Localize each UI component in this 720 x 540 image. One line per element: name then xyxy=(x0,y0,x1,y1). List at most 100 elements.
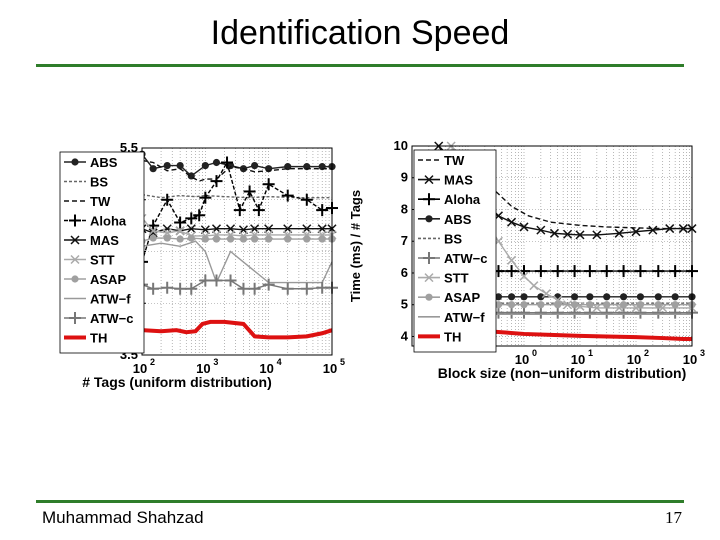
legend-label-asap: ASAP xyxy=(90,272,126,287)
data-point-asap xyxy=(586,301,594,309)
data-point-aloha xyxy=(161,193,174,206)
data-point-atw-c xyxy=(185,282,198,295)
series-line-th xyxy=(141,319,333,340)
data-point-aloha xyxy=(583,265,596,278)
data-point-atw-c xyxy=(600,306,613,319)
legend-label-stt: STT xyxy=(444,271,469,286)
data-point-asap xyxy=(619,301,628,309)
data-point-asap xyxy=(570,301,579,309)
data-point-mas xyxy=(519,222,529,232)
legend-marker-asap xyxy=(425,293,433,301)
data-point-asap xyxy=(239,235,248,243)
x-tick-exponent: 2 xyxy=(150,357,155,367)
x-tick-exponent: 1 xyxy=(588,348,593,358)
data-point-asap xyxy=(318,235,326,243)
data-point-atw-c xyxy=(161,281,174,294)
series-line-bs xyxy=(141,193,332,199)
data-point-atw-c xyxy=(224,274,237,287)
x-tick-label: 10 xyxy=(515,352,529,367)
data-point-asap xyxy=(201,235,209,243)
data-point-aloha xyxy=(505,265,518,278)
data-point-aloha xyxy=(600,265,613,278)
data-point-asap xyxy=(187,234,195,242)
legend-label-bs: BS xyxy=(444,231,462,246)
data-point-abs xyxy=(520,293,528,301)
legend-label-aloha: Aloha xyxy=(444,192,481,207)
data-point-asap xyxy=(265,235,273,243)
data-point-abs xyxy=(603,293,611,301)
legend-label-mas: MAS xyxy=(444,173,473,188)
data-point-mas xyxy=(631,227,641,237)
data-point-asap xyxy=(520,301,528,309)
footer-divider xyxy=(36,500,684,503)
y-tick-label: 9 xyxy=(401,170,408,185)
data-point-aloha xyxy=(210,175,223,188)
data-point-mas xyxy=(148,228,158,238)
data-point-aloha xyxy=(669,265,682,278)
x-tick-label: 10 xyxy=(133,361,147,376)
data-point-abs xyxy=(570,293,579,301)
data-point-abs xyxy=(507,293,516,301)
data-point-mas xyxy=(592,230,602,240)
legend-marker-mas xyxy=(70,235,80,245)
data-point-abs xyxy=(494,293,503,301)
data-point-aloha xyxy=(634,265,647,278)
data-point-atw-c xyxy=(505,306,518,319)
legend-marker-aloha xyxy=(423,193,435,206)
data-point-atw-c xyxy=(617,306,630,319)
data-point-asap xyxy=(226,235,235,243)
data-point-asap xyxy=(149,234,157,242)
data-point-stt xyxy=(148,226,158,236)
legend: ABS BS TW Aloha MAS STT ASAP ATW−f ATW−c TH xyxy=(59,151,145,354)
y-axis-label: Time (ms) / # Tags xyxy=(348,190,363,302)
data-point-asap xyxy=(303,235,311,243)
data-point-asap xyxy=(176,235,184,243)
data-point-atw-c xyxy=(300,282,313,295)
data-point-mas xyxy=(575,230,585,240)
legend-marker-atw-c xyxy=(423,252,435,264)
y-tick-label: 8 xyxy=(401,201,408,216)
data-point-aloha xyxy=(193,209,206,222)
data-point-asap xyxy=(671,301,679,309)
data-point-aloha xyxy=(252,204,265,217)
x-tick-label: 10 xyxy=(259,361,273,376)
data-point-atw-c xyxy=(199,274,212,287)
data-point-aloha xyxy=(221,156,234,169)
data-point-abs xyxy=(654,293,662,301)
data-point-abs xyxy=(537,293,545,301)
data-point-aloha xyxy=(617,265,630,278)
legend-label-th: TH xyxy=(90,331,107,346)
legend-label-asap: ASAP xyxy=(444,290,480,305)
data-point-aloha xyxy=(174,216,187,229)
legend: TW MAS Aloha ABS BS ATW−c STT ASAP ATW−f TH xyxy=(413,149,497,353)
data-point-mas xyxy=(665,224,675,234)
legend-label-tw: TW xyxy=(90,194,111,209)
y-tick-label: 6 xyxy=(401,265,408,280)
data-point-stt xyxy=(541,289,551,299)
series-th xyxy=(141,319,333,340)
legend-marker-atw-c xyxy=(69,312,81,324)
legend-marker-abs xyxy=(425,215,433,223)
x-tick-label: 10 xyxy=(571,352,585,367)
data-point-atw-c xyxy=(518,306,530,319)
data-point-aloha xyxy=(262,178,275,191)
data-point-mas xyxy=(648,225,658,235)
data-point-aloha xyxy=(534,265,547,278)
legend-label-atw-c: ATW−c xyxy=(90,311,133,326)
data-point-asap xyxy=(537,301,545,309)
data-point-mas xyxy=(678,224,688,234)
data-point-abs xyxy=(251,161,259,170)
legend-label-abs: ABS xyxy=(90,155,118,170)
series-line-tw xyxy=(141,159,332,182)
slide-title: Identification Speed xyxy=(210,14,510,52)
legend-label-mas: MAS xyxy=(90,233,119,248)
legend-marker-stt xyxy=(70,254,80,265)
data-point-asap xyxy=(636,301,645,309)
page-number: 17 xyxy=(665,508,682,527)
data-point-mas xyxy=(186,224,196,234)
legend-label-th: TH xyxy=(444,329,461,344)
x-tick-exponent: 3 xyxy=(700,348,705,358)
legend-label-atw-c: ATW−c xyxy=(444,251,487,266)
